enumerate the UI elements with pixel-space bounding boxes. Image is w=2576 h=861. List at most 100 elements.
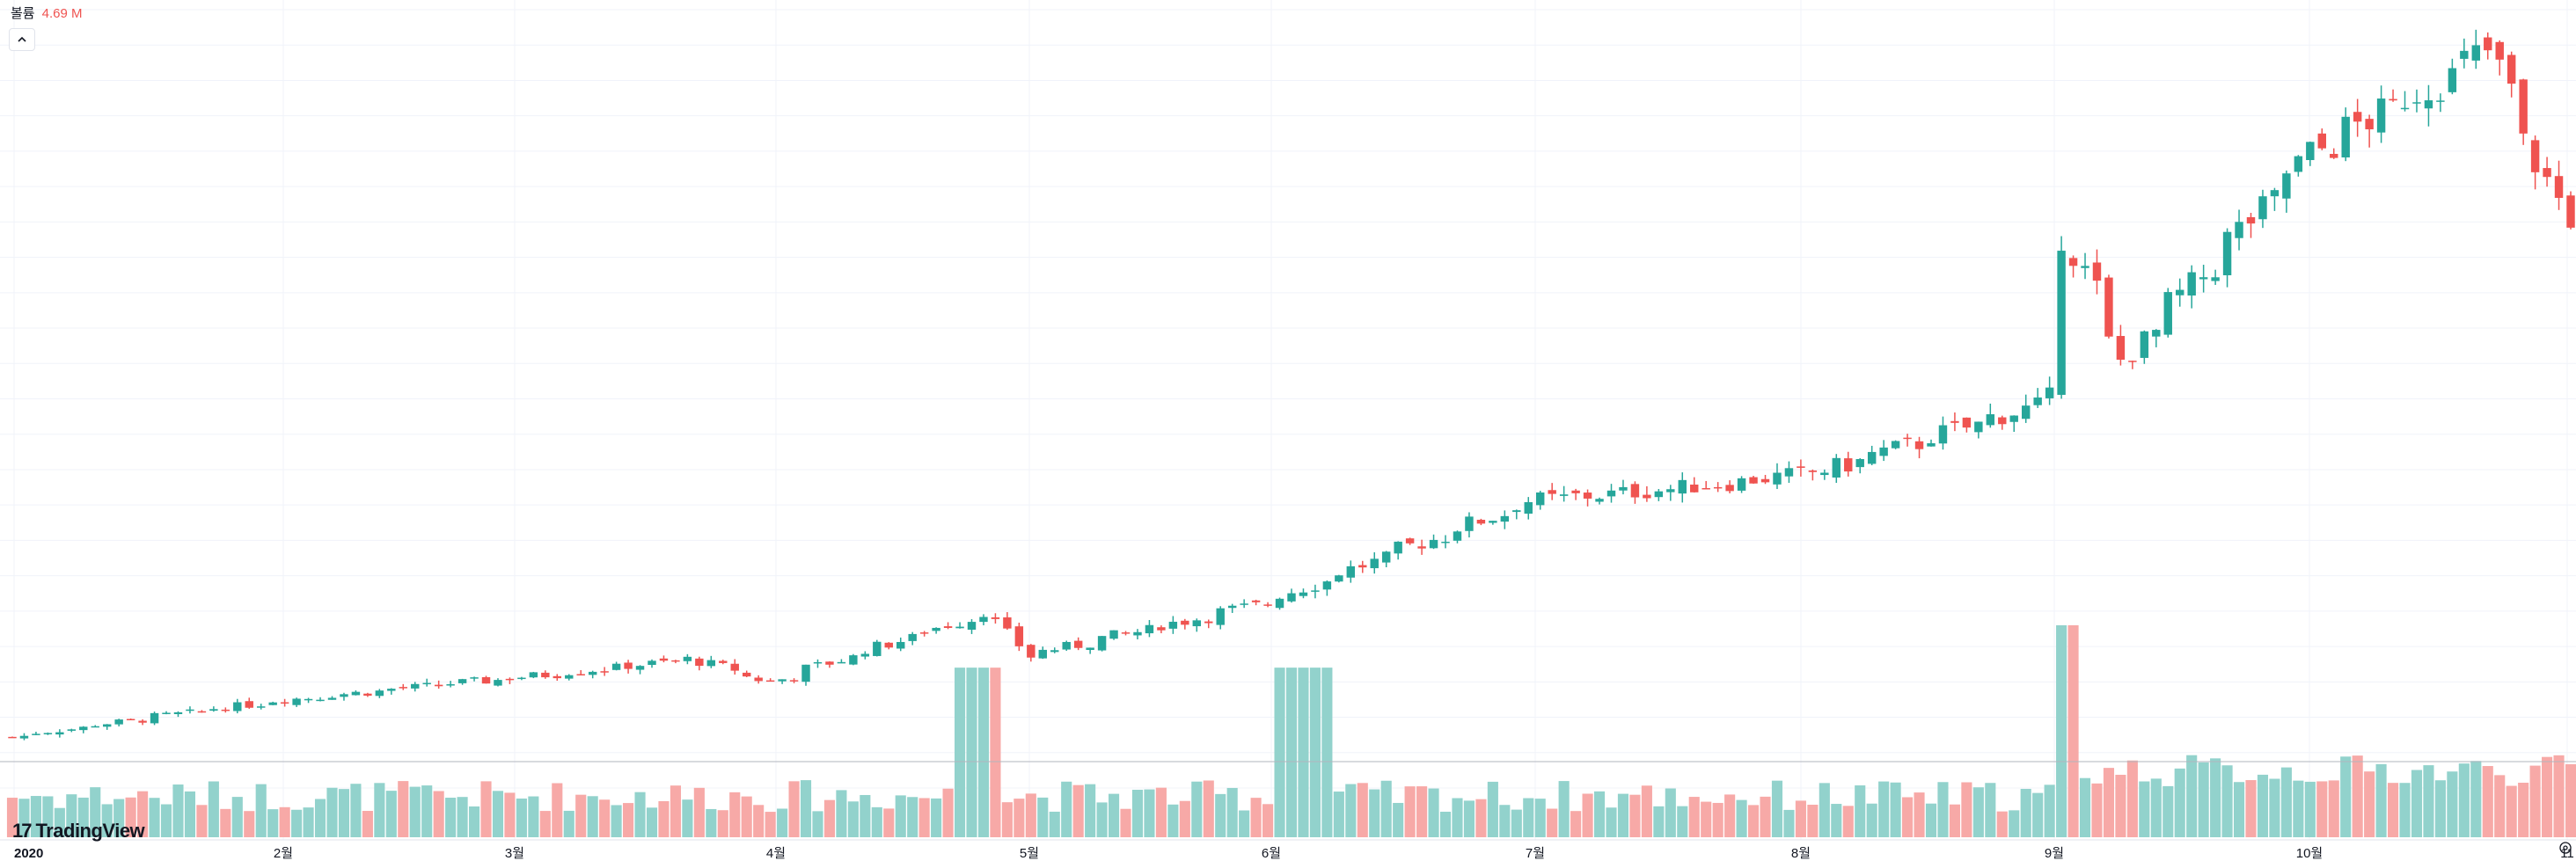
volume-bar	[836, 790, 847, 837]
time-tick-label: 5월	[1020, 846, 1039, 861]
candle-body	[2330, 153, 2338, 158]
volume-bar	[2163, 785, 2174, 837]
candle-body	[1760, 478, 1770, 483]
volume-bar	[1961, 782, 1972, 837]
volume-bar	[1463, 800, 1475, 837]
candle-body	[2294, 156, 2303, 172]
candle-body	[1725, 485, 1734, 492]
candle-body	[517, 677, 526, 680]
candle-body	[1559, 494, 1569, 496]
candle-body	[553, 675, 562, 679]
candle-body	[422, 682, 431, 685]
candle-body	[43, 733, 53, 734]
volume-bar	[2542, 756, 2553, 837]
volume-bar	[2056, 624, 2067, 837]
volume-bar	[492, 791, 504, 837]
volume-bar	[966, 668, 977, 837]
volume-bar	[125, 797, 136, 837]
volume-bar	[1996, 811, 2008, 837]
volume-bar	[1558, 781, 1570, 837]
candle-body	[1465, 516, 1474, 531]
volume-bar	[1250, 798, 1262, 837]
volume-bar	[457, 797, 468, 837]
candle-body	[719, 660, 728, 663]
candle-body	[576, 674, 585, 676]
collapse-button[interactable]	[9, 28, 35, 51]
volume-bar	[777, 808, 788, 837]
candle-body	[1879, 447, 1888, 456]
volume-bar	[2458, 763, 2470, 837]
volume-bar	[1369, 789, 1380, 837]
candle-body	[1583, 493, 1592, 499]
volume-bar	[291, 809, 303, 837]
candle-body	[1855, 458, 1864, 468]
volume-bar	[646, 807, 658, 837]
volume-bar	[1499, 805, 1511, 837]
volume-bar	[1807, 804, 1819, 837]
candle-body	[943, 626, 953, 628]
time-tick-label: 4월	[766, 846, 786, 861]
volume-bar	[2399, 783, 2411, 837]
candle-body	[1820, 472, 1829, 476]
candle-body	[1322, 581, 1332, 590]
candle-body	[979, 617, 988, 623]
candle-body	[1192, 620, 1202, 627]
candle-body	[126, 719, 135, 720]
settings-icon[interactable]	[2558, 841, 2572, 855]
volume-bar	[90, 787, 101, 837]
volume-bar	[1096, 802, 1108, 837]
volume-bar	[1072, 784, 1084, 837]
volume-bar	[623, 803, 634, 837]
candle-body	[79, 726, 88, 731]
legend-label: 볼륨	[11, 6, 35, 21]
volume-bar	[954, 668, 966, 837]
volume-bar	[2198, 762, 2209, 837]
candle-body	[1701, 487, 1710, 490]
candle-body	[1168, 621, 1178, 629]
volume-bar	[942, 788, 954, 837]
volume-bar	[918, 798, 930, 837]
candle-body	[1512, 510, 1521, 513]
candle-body	[1500, 515, 1510, 522]
volume-bar	[1724, 794, 1736, 837]
candle-body	[19, 735, 29, 739]
volume-bar	[587, 796, 598, 837]
candle-body	[1157, 627, 1166, 631]
volume-bar	[1949, 804, 1960, 837]
candle-body	[908, 633, 917, 641]
candle-body	[1003, 617, 1012, 629]
volume-bar	[1819, 783, 1830, 837]
candle-body	[304, 698, 313, 701]
volume-bar	[1771, 780, 1783, 837]
tradingview-logo[interactable]: 17 TradingView	[12, 820, 145, 843]
candle-body	[375, 690, 384, 697]
candle-body	[1737, 478, 1746, 491]
logo-mark: 17	[12, 820, 33, 842]
volume-bar	[1285, 668, 1298, 837]
time-tick-label: 6월	[1262, 846, 1281, 861]
candle-body	[363, 693, 372, 696]
candle-body	[1121, 632, 1131, 634]
volume-bar	[2079, 777, 2091, 837]
candle-body	[932, 627, 940, 631]
candle-body	[1405, 538, 1415, 544]
candle-body	[813, 661, 823, 664]
time-tick-label: 2월	[274, 846, 293, 861]
volume-bar	[1617, 793, 1629, 837]
volume-bar	[1025, 793, 1036, 837]
volume-bar	[1866, 803, 1877, 837]
volume-bar	[1191, 781, 1203, 837]
candle-body	[2199, 277, 2208, 280]
volume-bar	[2352, 755, 2363, 837]
volume-bar	[2186, 755, 2198, 837]
candle-body	[1654, 491, 1664, 498]
volume-bar	[658, 800, 670, 837]
volume-bar	[528, 796, 539, 837]
volume-bar	[172, 784, 184, 837]
candle-body	[1358, 565, 1367, 568]
volume-bar	[883, 808, 895, 837]
volume-bar	[1925, 803, 1937, 837]
candle-body	[671, 660, 680, 662]
volume-bar	[871, 806, 882, 837]
